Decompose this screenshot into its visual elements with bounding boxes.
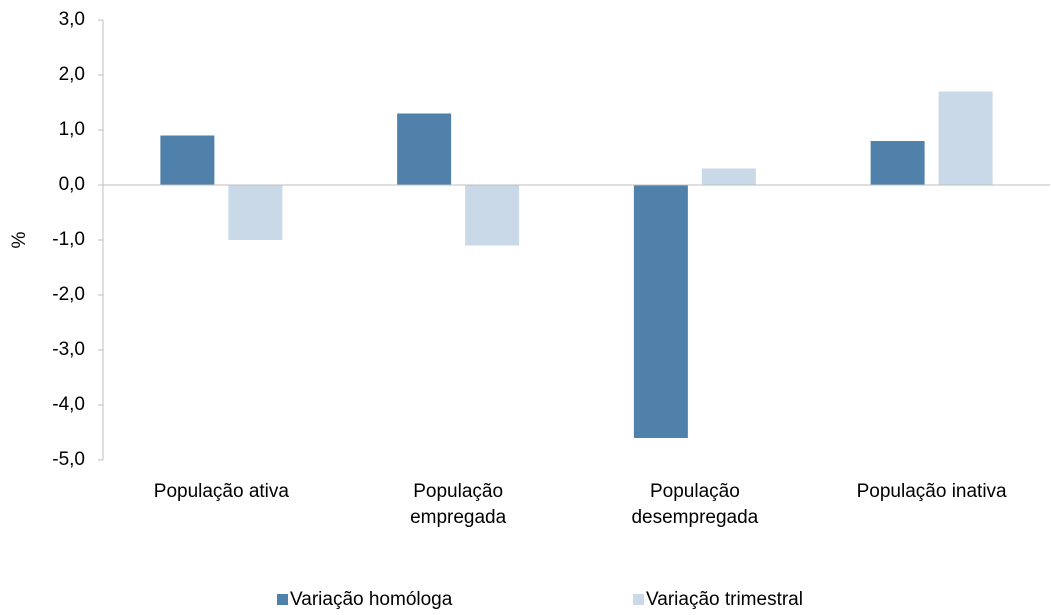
legend-label: Variação homóloga [290, 589, 453, 610]
bar [701, 168, 756, 185]
x-tick-label: População desempregada [631, 481, 758, 528]
y-axis-label: % [9, 231, 30, 248]
legend-label: Variação trimestral [646, 589, 803, 610]
legend-swatch [277, 594, 288, 605]
y-tick-label: -5,0 [52, 449, 85, 470]
x-tick-label: População inativa [857, 481, 1007, 502]
bar [397, 113, 452, 185]
legend-swatch [633, 594, 644, 605]
x-tick-label: População ativa [154, 481, 290, 502]
y-tick-label: 1,0 [59, 119, 85, 140]
y-tick-label: -1,0 [52, 229, 85, 250]
y-tick-label: -3,0 [52, 339, 85, 360]
bar [160, 135, 215, 185]
x-tick-label: População empregada [410, 481, 507, 528]
y-tick-label: 2,0 [59, 64, 85, 85]
y-tick-label: 3,0 [59, 9, 85, 30]
bar [870, 141, 925, 185]
bar [465, 185, 520, 246]
y-tick-label: -2,0 [52, 284, 85, 305]
bar [228, 185, 283, 240]
bar [633, 185, 688, 438]
y-tick-label: -4,0 [52, 394, 85, 415]
y-tick-label: 0,0 [59, 174, 85, 195]
bar [938, 91, 993, 185]
